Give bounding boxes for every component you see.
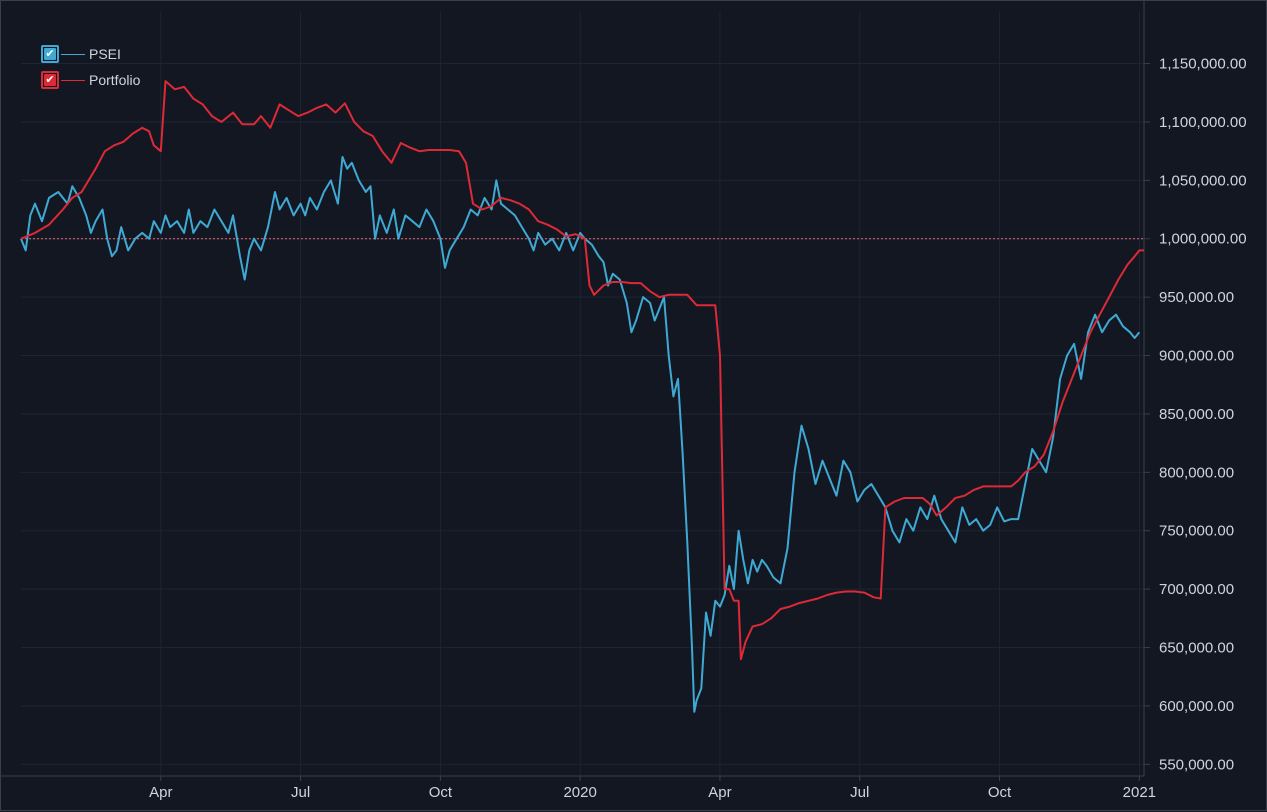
x-tick-label: Apr [149,784,172,801]
x-tick-label: Oct [988,784,1012,801]
y-tick-label: 1,050,000.00 [1159,172,1247,189]
series-line-portfolio [20,80,1144,661]
y-tick-label: 1,150,000.00 [1159,56,1247,73]
legend-item-portfolio[interactable]: ✔ Portfolio [41,67,140,93]
y-tick-label: 1,100,000.00 [1159,114,1247,131]
x-tick-label: Jul [291,784,310,801]
y-tick-label: 750,000.00 [1159,523,1234,540]
y-tick-label: 1,000,000.00 [1159,231,1247,248]
legend-checkbox-psei[interactable]: ✔ [41,45,59,63]
x-tick-label: 2021 [1123,784,1156,801]
legend-label-psei: PSEI [89,46,121,62]
series-layer [20,80,1144,713]
x-axis-ticks: Apr Jul Oct 2020 Apr Jul Oct 2021 [149,776,1156,801]
y-tick-label: 800,000.00 [1159,464,1234,481]
x-tick-label: Jul [850,784,869,801]
legend-item-psei[interactable]: ✔ PSEI [41,41,140,67]
legend: ✔ PSEI ✔ Portfolio [41,41,140,93]
check-icon: ✔ [44,48,56,60]
legend-label-portfolio: Portfolio [89,72,141,88]
legend-checkbox-portfolio[interactable]: ✔ [41,71,59,89]
legend-swatch-psei [61,53,85,55]
x-tick-label: Oct [429,784,453,801]
x-tick-label: Apr [708,784,731,801]
y-tick-label: 850,000.00 [1159,406,1234,423]
grid [21,11,1144,776]
y-tick-label: 700,000.00 [1159,581,1234,598]
y-tick-label: 950,000.00 [1159,289,1234,306]
y-axis-ticks: 550,000.00 600,000.00 650,000.00 700,000.00… [1144,56,1247,773]
y-tick-label: 600,000.00 [1159,698,1234,715]
x-tick-label: 2020 [563,784,596,801]
legend-swatch-portfolio [61,79,85,81]
y-tick-label: 650,000.00 [1159,640,1234,657]
y-tick-label: 550,000.00 [1159,756,1234,773]
check-icon: ✔ [44,74,56,86]
y-tick-label: 900,000.00 [1159,348,1234,365]
